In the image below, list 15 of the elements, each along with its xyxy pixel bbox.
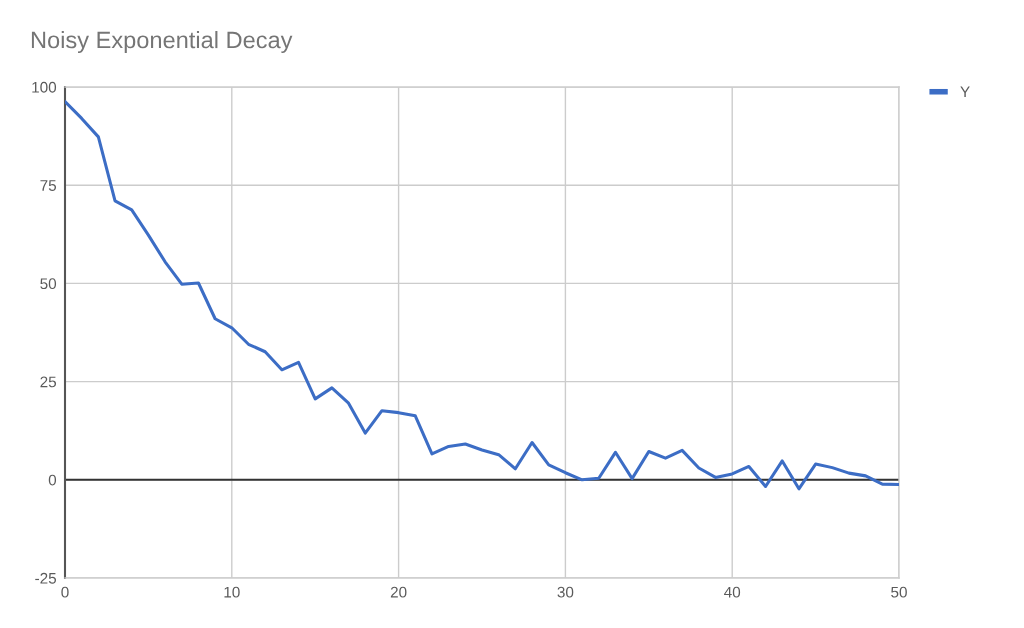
x-tick-label: 0 <box>61 586 69 598</box>
y-tick-label: 50 <box>40 278 57 290</box>
legend-label: Y <box>960 86 970 98</box>
x-tick-label: 30 <box>557 586 574 598</box>
chart-title: Noisy Exponential Decay <box>31 31 293 53</box>
line-series <box>65 100 899 491</box>
y-tick-label: 75 <box>40 180 57 191</box>
y-tick-label: -25 <box>35 572 57 584</box>
x-tick-label: 50 <box>891 586 907 598</box>
y-tick-label: 25 <box>40 376 57 388</box>
x-tick-label: 20 <box>390 586 407 598</box>
x-tick-label: 40 <box>724 586 741 598</box>
y-tick-label: 100 <box>32 81 57 93</box>
x-tick-label: 10 <box>224 586 240 598</box>
y-tick-label: 0 <box>48 474 57 486</box>
